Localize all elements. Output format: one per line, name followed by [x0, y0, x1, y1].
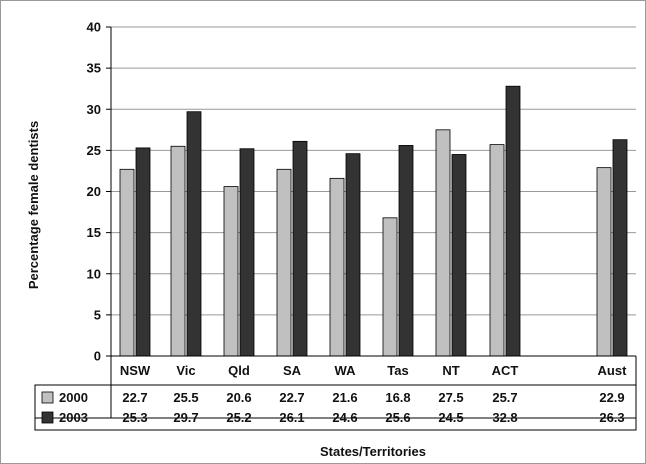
- table-value-2000-tas: 16.8: [385, 390, 410, 405]
- legend-label-2000: 2000: [59, 390, 88, 405]
- legend-swatch-2000: [41, 391, 54, 404]
- bar-2003-aust: [612, 139, 628, 357]
- bar-2003-tas: [398, 145, 414, 357]
- table-value-2003-sa: 26.1: [279, 410, 304, 425]
- table-value-2003-tas: 25.6: [385, 410, 410, 425]
- y-tick-label: 25: [87, 143, 101, 158]
- y-tick-label: 15: [87, 225, 101, 240]
- bar-2000-nt: [435, 129, 451, 357]
- table-value-2000-vic: 25.5: [173, 390, 198, 405]
- bars: [119, 85, 628, 357]
- bar-2003-act: [505, 85, 521, 357]
- bar-2000-sa: [276, 168, 292, 357]
- bar-2003-qld: [239, 148, 255, 357]
- y-tick-label: 5: [94, 307, 101, 322]
- table-value-2003-act: 32.8: [492, 410, 517, 425]
- table-value-2000-act: 25.7: [492, 390, 517, 405]
- bar-2003-wa: [345, 153, 361, 357]
- y-axis-title: Percentage female dentists: [26, 121, 41, 289]
- table-value-2003-aust: 26.3: [599, 410, 624, 425]
- bar-2000-tas: [382, 217, 398, 357]
- x-tick-label: Tas: [387, 363, 408, 378]
- x-tick-label: Qld: [228, 363, 250, 378]
- x-tick-label: ACT: [492, 363, 519, 378]
- bar-2000-nsw: [119, 168, 135, 357]
- bar-2003-vic: [186, 111, 202, 357]
- bar-2003-nsw: [135, 147, 151, 357]
- y-tick-label: 20: [87, 184, 101, 199]
- x-tick-label: NT: [442, 363, 459, 378]
- x-tick-label: Vic: [176, 363, 195, 378]
- x-tick-label: SA: [283, 363, 302, 378]
- table-value-2003-wa: 24.6: [332, 410, 357, 425]
- bar-2000-act: [489, 144, 505, 357]
- axes: [106, 26, 636, 357]
- x-tick-label: WA: [335, 363, 357, 378]
- y-tick-labels: 0 5 10 15 20 25 30 35 40: [87, 20, 101, 364]
- table-value-2000-nsw: 22.7: [122, 390, 147, 405]
- table-value-2003-qld: 25.2: [226, 410, 251, 425]
- y-tick-label: 40: [87, 20, 101, 35]
- table-value-2000-nt: 27.5: [438, 390, 463, 405]
- table-value-2003-vic: 29.7: [173, 410, 198, 425]
- bar-2000-qld: [223, 186, 239, 357]
- table-value-2000-aust: 22.9: [599, 390, 624, 405]
- table-value-2003-nsw: 25.3: [122, 410, 147, 425]
- bar-2003-nt: [451, 154, 467, 357]
- legend-label-2003: 2003: [59, 410, 88, 425]
- x-axis-title: States/Territories: [320, 444, 426, 459]
- bar-2000-wa: [329, 177, 345, 357]
- bar-2000-vic: [170, 145, 186, 357]
- x-tick-label: Aust: [598, 363, 628, 378]
- data-table: NSW Vic Qld SA WA Tas NT ACT Aust 2000 22.7 25.5 20.…: [34, 356, 637, 431]
- y-tick-label: 30: [87, 102, 101, 117]
- legend-swatch-2003: [41, 411, 54, 424]
- table-value-2000-sa: 22.7: [279, 390, 304, 405]
- table-value-2000-wa: 21.6: [332, 390, 357, 405]
- table-value-2000-qld: 20.6: [226, 390, 251, 405]
- bar-2000-aust: [596, 167, 612, 357]
- bar-2003-sa: [292, 140, 308, 357]
- y-tick-label: 35: [87, 61, 101, 76]
- table-frame: [34, 384, 637, 431]
- y-tick-label: 10: [87, 266, 101, 281]
- y-tick-label: 0: [94, 349, 101, 364]
- x-tick-label: NSW: [120, 363, 151, 378]
- table-value-2003-nt: 24.5: [438, 410, 463, 425]
